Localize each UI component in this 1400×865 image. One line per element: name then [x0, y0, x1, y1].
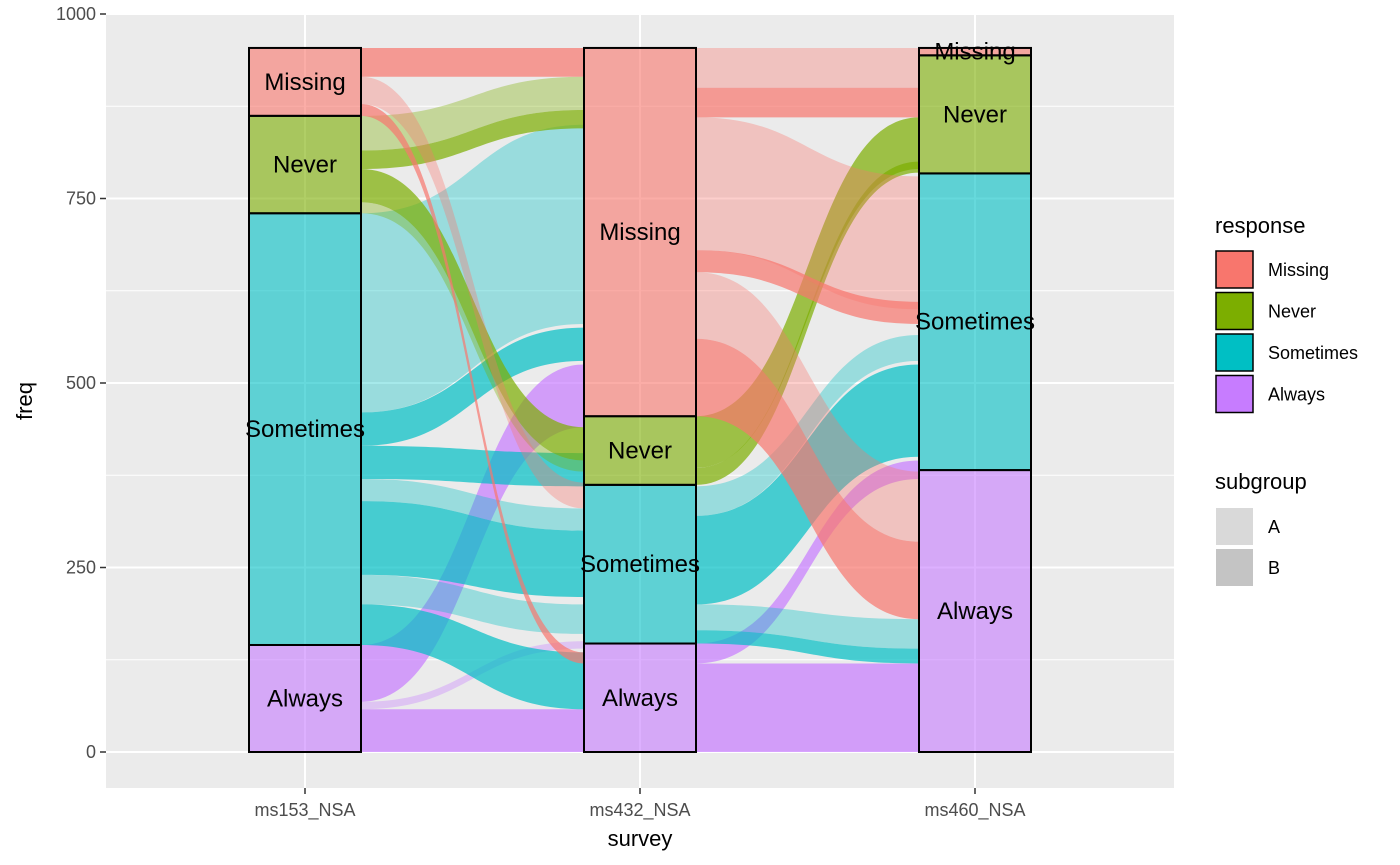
flow-never-ms432_NSA-to-ms460_NSA	[696, 161, 919, 485]
stratum-always-ms432_NSA	[583, 642, 697, 753]
stratum-always-ms153_NSA	[248, 643, 362, 753]
stratum-label: Missing	[934, 39, 1015, 66]
legend-label-sometimes: Sometimes	[1268, 343, 1358, 363]
stratum-always-ms460_NSA	[918, 469, 1032, 753]
legend-key-subgroup-b	[1216, 549, 1253, 586]
flow-missing-ms153_NSA-to-ms432_NSA	[361, 104, 584, 664]
flow-always-ms432_NSA-to-ms460_NSA	[696, 460, 919, 664]
flow-sometimes-ms432_NSA-to-ms460_NSA	[696, 335, 919, 516]
stratum-label: Always	[267, 685, 343, 712]
stratum-label: Always	[602, 685, 678, 712]
legend-key-never	[1215, 291, 1254, 331]
stratum-label: Sometimes	[580, 551, 700, 578]
flow-never-ms153_NSA-to-ms432_NSA	[361, 76, 584, 151]
x-tick-label: ms153_NSA	[254, 800, 355, 821]
legend-label-never: Never	[1268, 302, 1316, 322]
flow-missing-ms153_NSA-to-ms432_NSA	[361, 47, 584, 77]
stratum-missing-ms153_NSA	[248, 46, 362, 117]
stratum-label: Never	[273, 152, 337, 179]
x-tick-label: ms460_NSA	[924, 800, 1025, 821]
stratum-label: Always	[937, 598, 1013, 625]
x-axis-title: survey	[608, 826, 673, 851]
legend-key-missing	[1215, 250, 1254, 289]
legend-key-subgroup-a	[1216, 508, 1253, 545]
flow-sometimes-ms153_NSA-to-ms432_NSA	[361, 445, 584, 487]
stratum-never-ms153_NSA	[248, 114, 362, 215]
legend-label-subgroup-a: A	[1268, 517, 1280, 537]
stratum-missing-ms432_NSA	[583, 46, 697, 418]
flow-always-ms153_NSA-to-ms432_NSA	[361, 709, 584, 752]
y-tick-label: 750	[66, 189, 96, 209]
y-tick-label: 250	[66, 558, 96, 578]
stratum-sometimes-ms432_NSA	[583, 483, 697, 645]
flow-sometimes-ms153_NSA-to-ms432_NSA	[361, 604, 584, 710]
flow-always-ms432_NSA-to-ms460_NSA	[696, 663, 919, 752]
legend-label-missing: Missing	[1268, 260, 1329, 280]
flow-sometimes-ms153_NSA-to-ms432_NSA	[361, 501, 584, 598]
y-tick-label: 1000	[56, 4, 96, 24]
flow-sometimes-ms432_NSA-to-ms460_NSA	[696, 630, 919, 664]
legend-key-sometimes	[1215, 333, 1254, 372]
y-tick-label: 0	[86, 742, 96, 762]
stratum-label: Missing	[599, 219, 680, 246]
legend-label-subgroup-b: B	[1268, 558, 1280, 578]
stratum-label: Never	[608, 438, 672, 465]
legend-title-subgroup: subgroup	[1215, 469, 1307, 494]
legend-subgroup-items: AB	[1216, 508, 1280, 586]
stratum-sometimes-ms153_NSA	[248, 212, 362, 646]
y-tick-label: 500	[66, 373, 96, 393]
flow-missing-ms432_NSA-to-ms460_NSA	[696, 87, 919, 118]
flow-sometimes-ms153_NSA-to-ms432_NSA	[361, 478, 584, 531]
stratum-label: Sometimes	[915, 309, 1035, 336]
flow-sometimes-ms153_NSA-to-ms432_NSA	[361, 574, 584, 634]
stratum-label: Sometimes	[245, 416, 365, 443]
flow-missing-ms432_NSA-to-ms460_NSA	[696, 47, 919, 88]
flow-missing-ms432_NSA-to-ms460_NSA	[696, 272, 919, 542]
legend-response-items: Missing Never Sometimes Always	[1215, 250, 1358, 414]
flows-layer	[361, 47, 919, 752]
stratum-never-ms432_NSA	[583, 415, 697, 486]
flow-sometimes-ms153_NSA-to-ms432_NSA	[361, 124, 584, 413]
stratum-label: Never	[943, 101, 1007, 128]
x-tick-label: ms432_NSA	[589, 800, 690, 821]
legend: response Missing Never Sometimes Always sub…	[1215, 213, 1358, 586]
stratum-label: Missing	[264, 69, 345, 96]
y-axis-title: freq	[12, 382, 37, 420]
legend-title-response: response	[1215, 213, 1306, 238]
flow-never-ms153_NSA-to-ms432_NSA	[361, 202, 584, 472]
flow-missing-ms432_NSA-to-ms460_NSA	[696, 338, 919, 620]
x-axis: ms153_NSA ms432_NSA ms460_NSA	[254, 788, 1026, 821]
legend-label-always: Always	[1268, 385, 1325, 405]
stratum-sometimes-ms460_NSA	[918, 172, 1032, 472]
stratum-missing-ms460_NSA	[918, 46, 1032, 57]
flow-missing-ms432_NSA-to-ms460_NSA	[696, 250, 919, 324]
flow-missing-ms432_NSA-to-ms460_NSA	[696, 117, 919, 310]
legend-key-always	[1215, 374, 1254, 414]
flow-never-ms153_NSA-to-ms432_NSA	[361, 109, 584, 169]
stratum-never-ms460_NSA	[918, 54, 1032, 175]
y-axis: 0 250 500 750 1000	[56, 4, 106, 762]
flow-never-ms153_NSA-to-ms432_NSA	[361, 168, 584, 461]
flow-missing-ms153_NSA-to-ms432_NSA	[361, 76, 584, 509]
flow-sometimes-ms432_NSA-to-ms460_NSA	[696, 604, 919, 649]
strata-layer: Always Sometimes Never Missing Always Sometim…	[245, 39, 1035, 753]
